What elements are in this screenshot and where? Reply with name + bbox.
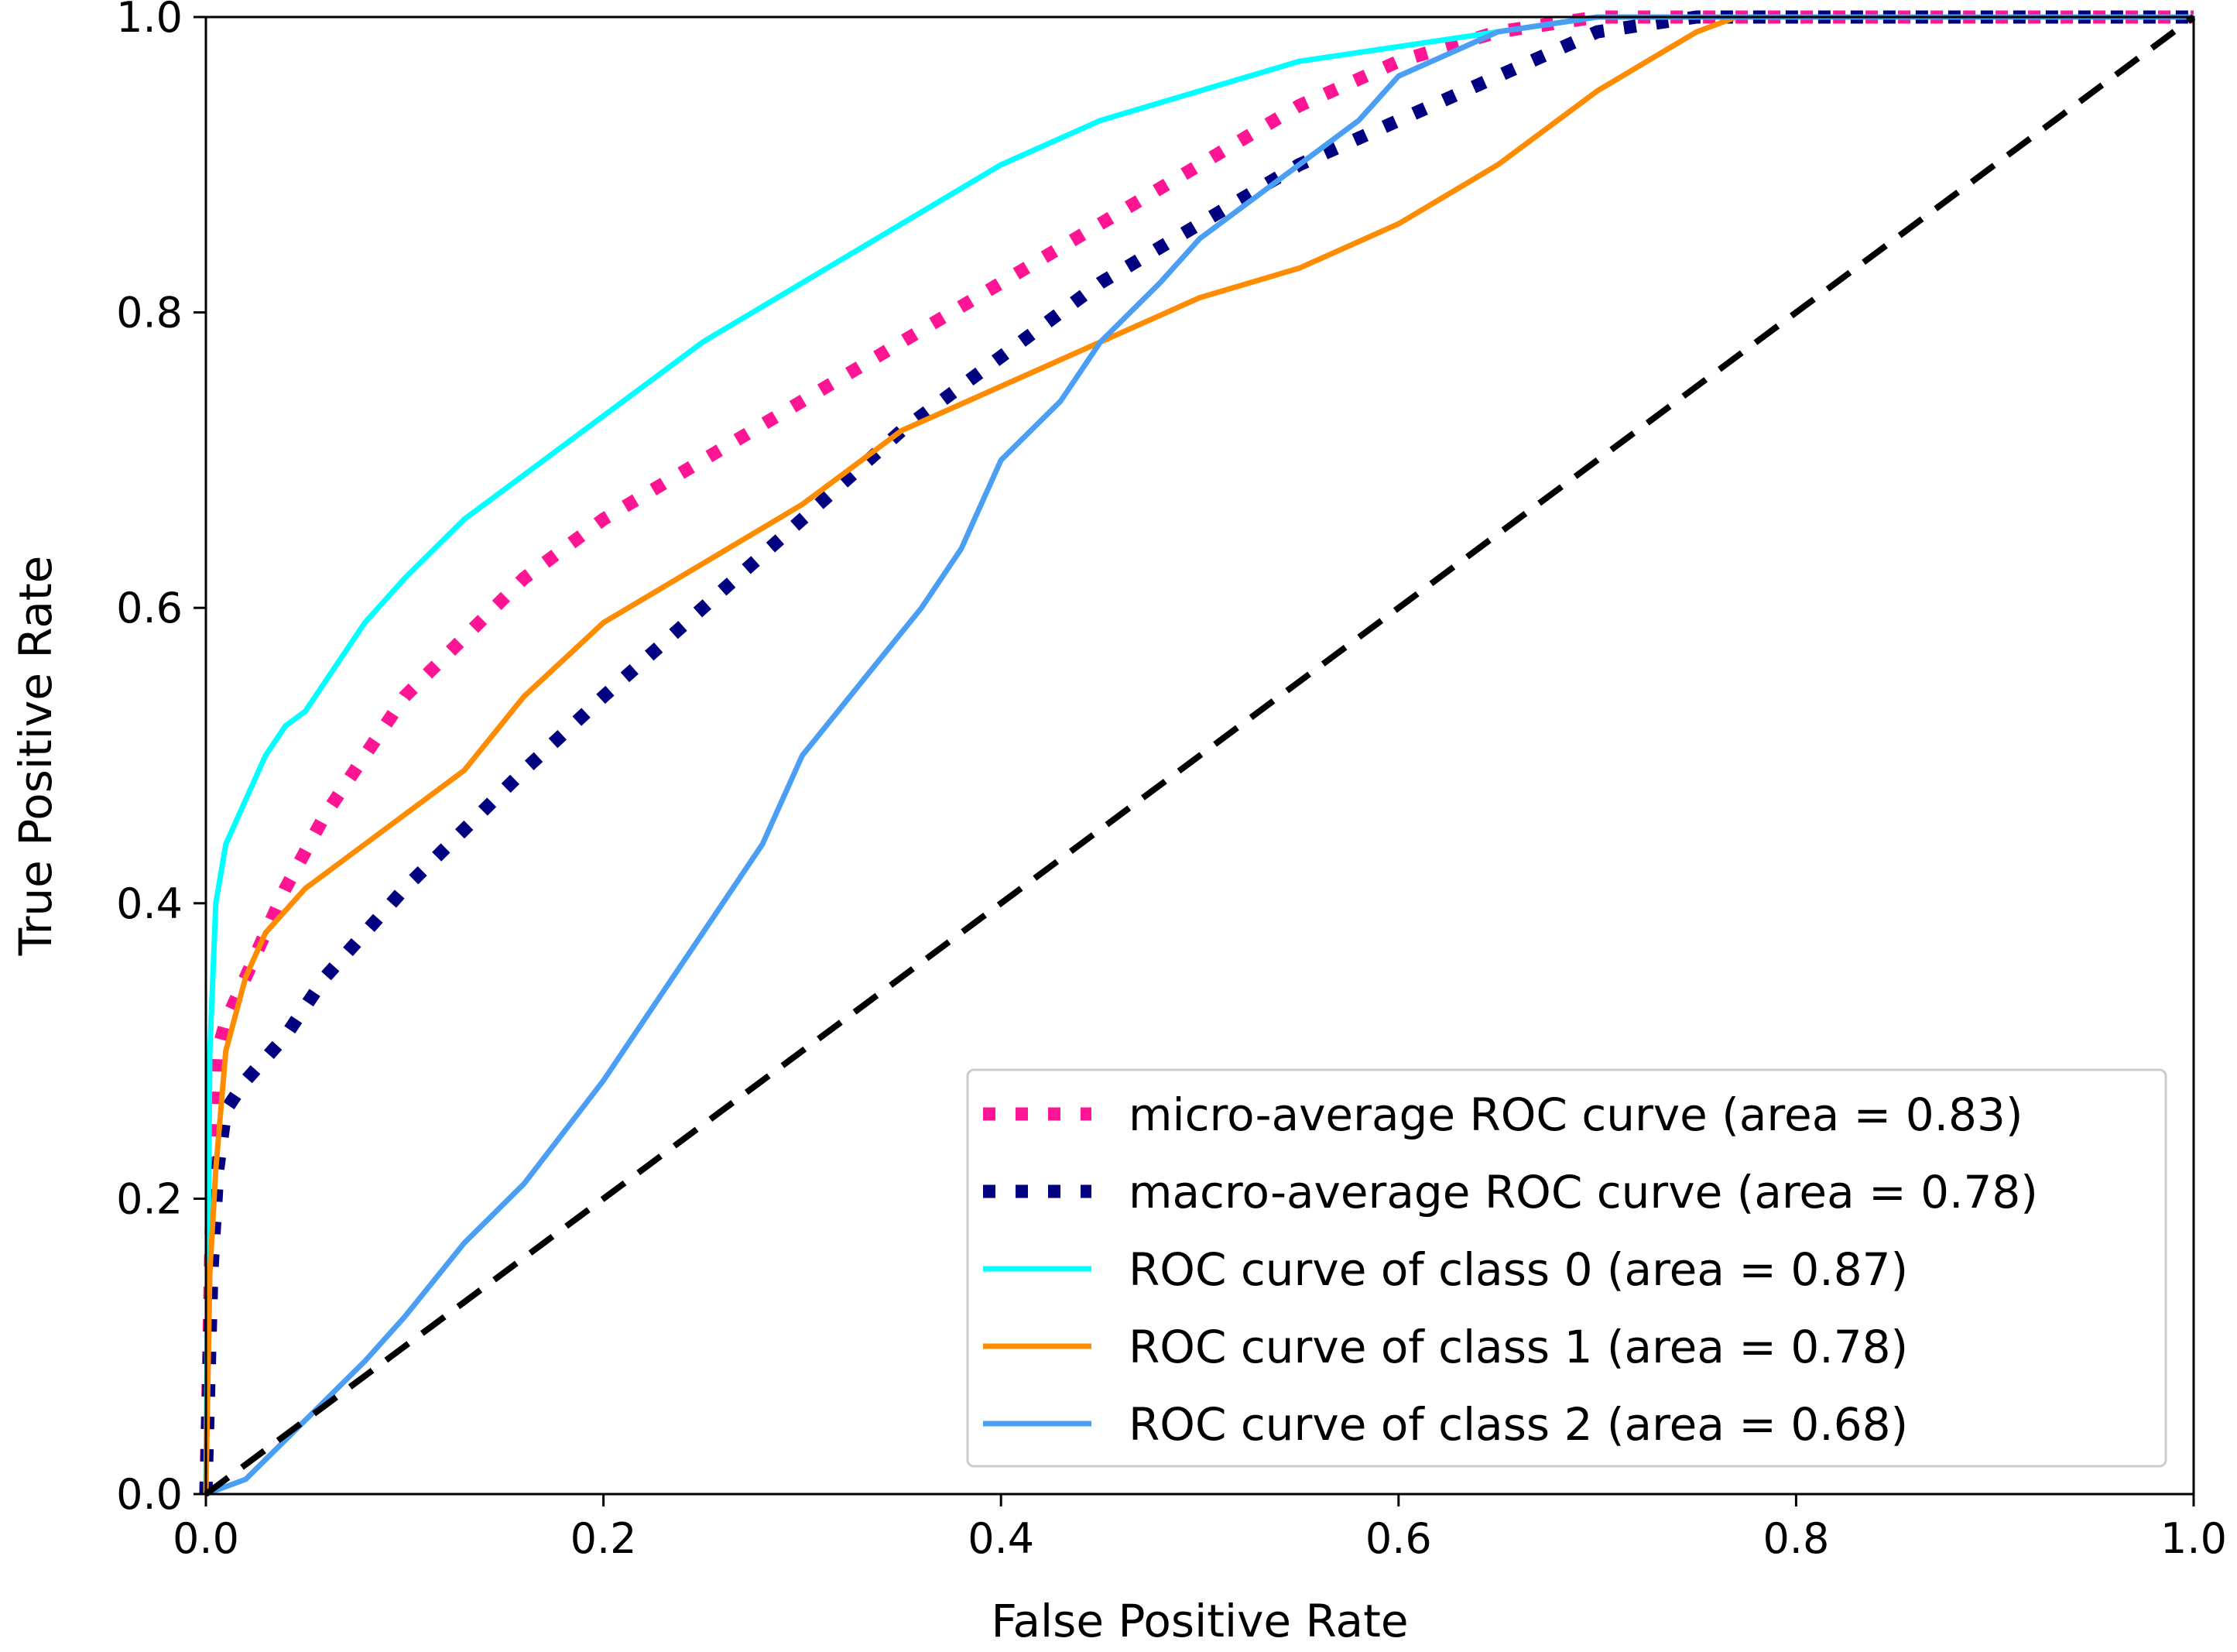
- series-line-4: [204, 14, 2194, 1497]
- legend-box: [966, 1068, 2167, 1468]
- legend-label: micro-average ROC curve (area = 0.83): [1129, 1088, 2023, 1141]
- legend-label: ROC curve of class 2 (area = 0.68): [1129, 1398, 1908, 1451]
- plot-area: [199, 10, 2196, 1497]
- x-tick-label: 0.6: [1365, 1514, 1432, 1563]
- y-tick-label: 0.4: [116, 879, 183, 928]
- legend-label: ROC curve of class 0 (area = 0.87): [1129, 1243, 1908, 1296]
- series-line-3: [203, 14, 2194, 1495]
- y-axis-label: True Positive Rate: [9, 556, 62, 957]
- x-axis-ticks: 0.0 0.2 0.4 0.6 0.8 1.0: [173, 1494, 2227, 1563]
- y-tick-label: 0.0: [116, 1470, 183, 1519]
- series-line-1: [199, 10, 2194, 1495]
- legend-label: ROC curve of class 1 (area = 0.78): [1129, 1321, 1908, 1373]
- y-tick-label: 0.2: [116, 1174, 183, 1223]
- y-axis-ticks: 0.0 0.2 0.4 0.6 0.8 1.0: [116, 0, 206, 1519]
- x-axis-label: False Positive Rate: [991, 1595, 1408, 1647]
- legend-label: macro-average ROC curve (area = 0.78): [1129, 1166, 2038, 1218]
- x-tick-label: 0.2: [570, 1514, 637, 1563]
- axes-frame: [204, 15, 2195, 1496]
- y-tick-label: 0.8: [116, 289, 183, 338]
- series-line-2: [203, 14, 2194, 1495]
- x-tick-label: 0.8: [1763, 1514, 1829, 1563]
- y-tick-label: 1.0: [116, 0, 183, 42]
- x-tick-label: 1.0: [2160, 1514, 2227, 1563]
- series-line-chance-diagonal: [204, 14, 2196, 1497]
- x-tick-label: 0.4: [968, 1514, 1034, 1563]
- legend: micro-average ROC curve (area = 0.83) mac…: [966, 1068, 2167, 1468]
- x-tick-label: 0.0: [173, 1514, 239, 1563]
- y-tick-label: 0.6: [116, 584, 183, 632]
